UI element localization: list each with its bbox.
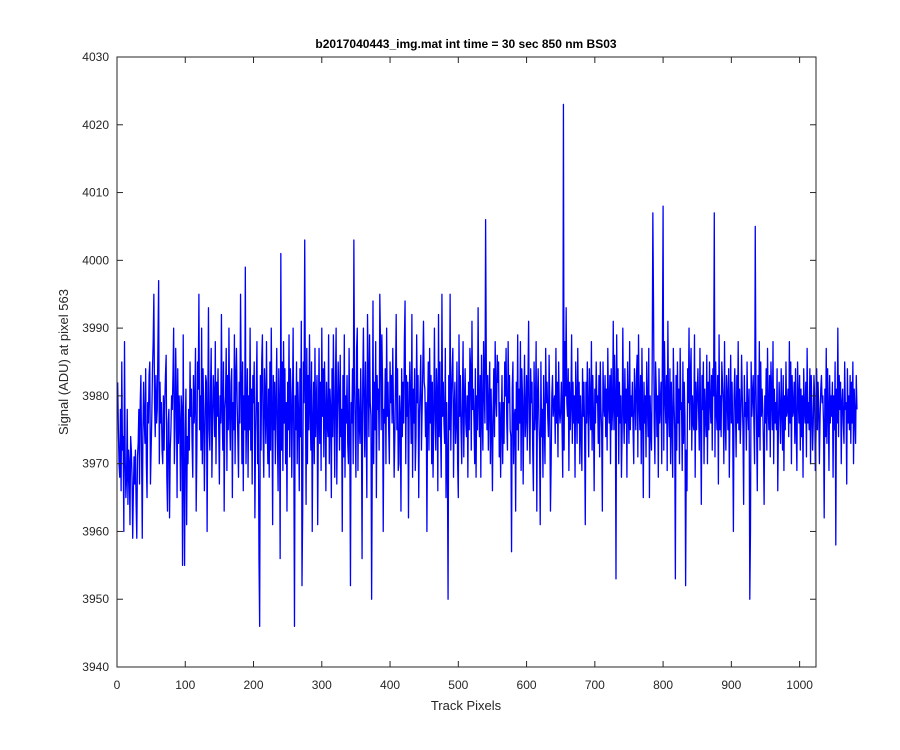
x-tick-label: 800 bbox=[653, 678, 673, 692]
x-tick-label: 500 bbox=[448, 678, 468, 692]
y-tick-label: 3950 bbox=[82, 592, 109, 606]
axes-box bbox=[116, 56, 817, 668]
chart-title: b2017040443_img.mat int time = 30 sec 85… bbox=[315, 37, 616, 51]
series-group bbox=[117, 103, 858, 627]
x-tick-label: 1000 bbox=[786, 678, 813, 692]
y-tick-label: 4020 bbox=[82, 118, 109, 132]
x-tick-label: 700 bbox=[585, 678, 605, 692]
y-tick-label: 3940 bbox=[82, 660, 109, 674]
x-tick-label: 300 bbox=[312, 678, 332, 692]
x-tick-label: 600 bbox=[517, 678, 537, 692]
y-tick-label: 3990 bbox=[82, 321, 109, 335]
x-tick-label: 200 bbox=[244, 678, 264, 692]
y-axis-label: Signal (ADU) at pixel 563 bbox=[56, 289, 71, 435]
y-tick-label: 4030 bbox=[82, 50, 109, 64]
x-tick-label: 900 bbox=[721, 678, 741, 692]
ticks-group: 0 100 200 300 400 500 600 700 800 900 1000 3940 3950… bbox=[82, 50, 816, 692]
y-tick-label: 4000 bbox=[82, 253, 109, 267]
y-tick-label: 3980 bbox=[82, 389, 109, 403]
x-tick-label: 400 bbox=[380, 678, 400, 692]
series-line-0 bbox=[117, 103, 858, 627]
x-tick-label: 100 bbox=[175, 678, 195, 692]
y-tick-label: 3970 bbox=[82, 457, 109, 471]
y-tick-label: 4010 bbox=[82, 186, 109, 200]
x-axis-label: Track Pixels bbox=[431, 698, 502, 713]
x-tick-label: 0 bbox=[114, 678, 121, 692]
y-tick-label: 3960 bbox=[82, 524, 109, 538]
